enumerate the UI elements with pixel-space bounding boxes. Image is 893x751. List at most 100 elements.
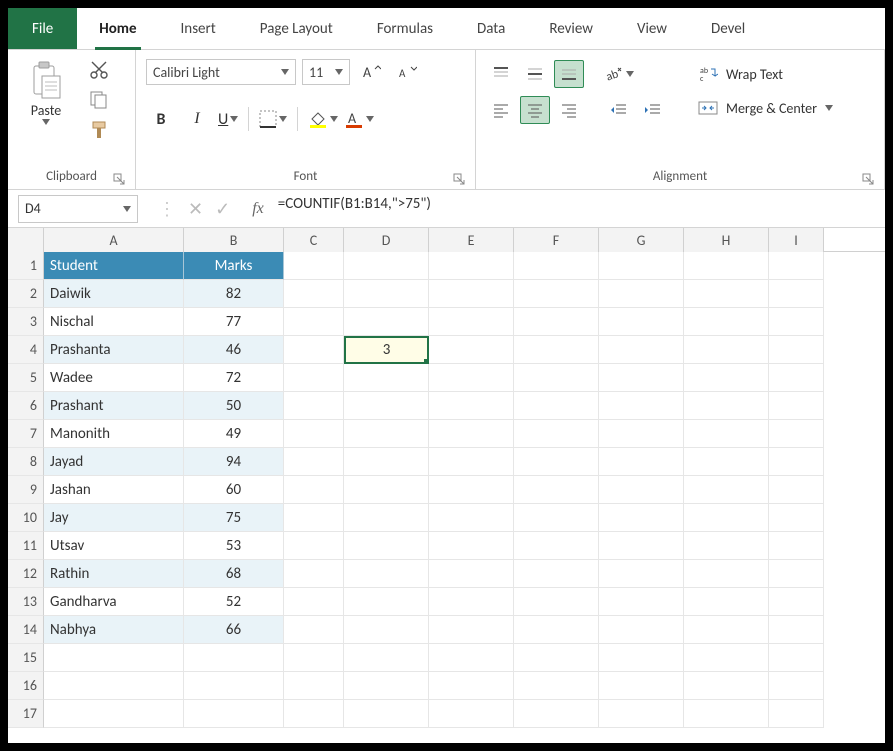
cell-D13[interactable] — [344, 588, 429, 616]
row-header-7[interactable]: 7 — [8, 420, 44, 448]
row-header-15[interactable]: 15 — [8, 644, 44, 672]
cell-F12[interactable] — [514, 560, 599, 588]
cell-G5[interactable] — [599, 364, 684, 392]
clipboard-launcher[interactable] — [113, 173, 125, 185]
cell-B10[interactable]: 75 — [184, 504, 284, 532]
row-header-6[interactable]: 6 — [8, 392, 44, 420]
cell-F14[interactable] — [514, 616, 599, 644]
cell-A8[interactable]: Jayad — [44, 448, 184, 476]
cell-I14[interactable] — [769, 616, 824, 644]
cell-E8[interactable] — [429, 448, 514, 476]
tab-data[interactable]: Data — [455, 8, 527, 49]
cell-I8[interactable] — [769, 448, 824, 476]
cell-E3[interactable] — [429, 308, 514, 336]
cell-A7[interactable]: Manonith — [44, 420, 184, 448]
tab-page-layout[interactable]: Page Layout — [238, 8, 355, 49]
cell-G6[interactable] — [599, 392, 684, 420]
align-bottom-button[interactable] — [554, 60, 584, 88]
cell-E6[interactable] — [429, 392, 514, 420]
cell-G12[interactable] — [599, 560, 684, 588]
cell-A11[interactable]: Utsav — [44, 532, 184, 560]
row-header-5[interactable]: 5 — [8, 364, 44, 392]
decrease-indent-button[interactable] — [604, 96, 634, 124]
cell-H2[interactable] — [684, 280, 769, 308]
cell-E13[interactable] — [429, 588, 514, 616]
cell-I7[interactable] — [769, 420, 824, 448]
cell-B2[interactable]: 82 — [184, 280, 284, 308]
tab-home[interactable]: Home — [77, 8, 158, 49]
cell-A10[interactable]: Jay — [44, 504, 184, 532]
column-header-B[interactable]: B — [184, 228, 284, 252]
row-header-16[interactable]: 16 — [8, 672, 44, 700]
cell-H8[interactable] — [684, 448, 769, 476]
row-header-17[interactable]: 17 — [8, 700, 44, 728]
cell-B8[interactable]: 94 — [184, 448, 284, 476]
name-box[interactable]: D4 — [18, 195, 138, 223]
column-header-I[interactable]: I — [769, 228, 824, 252]
cell-H9[interactable] — [684, 476, 769, 504]
cell-H3[interactable] — [684, 308, 769, 336]
cell-I1[interactable] — [769, 252, 824, 280]
cell-B1[interactable]: Marks — [184, 252, 284, 280]
cell-F11[interactable] — [514, 532, 599, 560]
orientation-button[interactable]: ab — [604, 60, 634, 88]
cell-A3[interactable]: Nischal — [44, 308, 184, 336]
cell-C9[interactable] — [284, 476, 344, 504]
cell-F2[interactable] — [514, 280, 599, 308]
cell-I13[interactable] — [769, 588, 824, 616]
row-header-9[interactable]: 9 — [8, 476, 44, 504]
font-name-dropdown[interactable]: Calibri Light — [146, 59, 296, 85]
cell-I5[interactable] — [769, 364, 824, 392]
cell-G10[interactable] — [599, 504, 684, 532]
column-header-E[interactable]: E — [429, 228, 514, 252]
decrease-font-button[interactable]: A — [392, 58, 422, 86]
align-middle-button[interactable] — [520, 60, 550, 88]
cell-B3[interactable]: 77 — [184, 308, 284, 336]
align-right-button[interactable] — [554, 96, 584, 124]
row-header-1[interactable]: 1 — [8, 252, 44, 280]
cell-C16[interactable] — [284, 672, 344, 700]
cell-I10[interactable] — [769, 504, 824, 532]
cell-E15[interactable] — [429, 644, 514, 672]
cell-H4[interactable] — [684, 336, 769, 364]
cell-E7[interactable] — [429, 420, 514, 448]
tab-formulas[interactable]: Formulas — [355, 8, 455, 49]
cell-B5[interactable]: 72 — [184, 364, 284, 392]
cell-A5[interactable]: Wadee — [44, 364, 184, 392]
cell-C12[interactable] — [284, 560, 344, 588]
cell-I16[interactable] — [769, 672, 824, 700]
fill-color-button[interactable] — [308, 109, 338, 129]
cell-D12[interactable] — [344, 560, 429, 588]
cell-H7[interactable] — [684, 420, 769, 448]
italic-button[interactable]: I — [182, 105, 212, 133]
cell-D9[interactable] — [344, 476, 429, 504]
cell-F16[interactable] — [514, 672, 599, 700]
row-header-14[interactable]: 14 — [8, 616, 44, 644]
row-header-10[interactable]: 10 — [8, 504, 44, 532]
tab-view[interactable]: View — [615, 8, 689, 49]
underline-button[interactable]: U — [218, 110, 238, 129]
cell-H10[interactable] — [684, 504, 769, 532]
font-color-button[interactable]: A — [344, 109, 374, 129]
cell-C3[interactable] — [284, 308, 344, 336]
cell-D1[interactable] — [344, 252, 429, 280]
cell-G8[interactable] — [599, 448, 684, 476]
cell-A9[interactable]: Jashan — [44, 476, 184, 504]
cell-H6[interactable] — [684, 392, 769, 420]
cell-D6[interactable] — [344, 392, 429, 420]
font-size-dropdown[interactable]: 11 — [302, 59, 350, 85]
cell-G11[interactable] — [599, 532, 684, 560]
cell-C5[interactable] — [284, 364, 344, 392]
cell-G2[interactable] — [599, 280, 684, 308]
align-top-button[interactable] — [486, 60, 516, 88]
cell-D5[interactable] — [344, 364, 429, 392]
cell-D8[interactable] — [344, 448, 429, 476]
cell-F17[interactable] — [514, 700, 599, 728]
cell-C13[interactable] — [284, 588, 344, 616]
cell-E9[interactable] — [429, 476, 514, 504]
cell-A4[interactable]: Prashanta — [44, 336, 184, 364]
tab-developer[interactable]: Devel — [689, 8, 767, 49]
cell-G1[interactable] — [599, 252, 684, 280]
cell-F9[interactable] — [514, 476, 599, 504]
cell-B4[interactable]: 46 — [184, 336, 284, 364]
